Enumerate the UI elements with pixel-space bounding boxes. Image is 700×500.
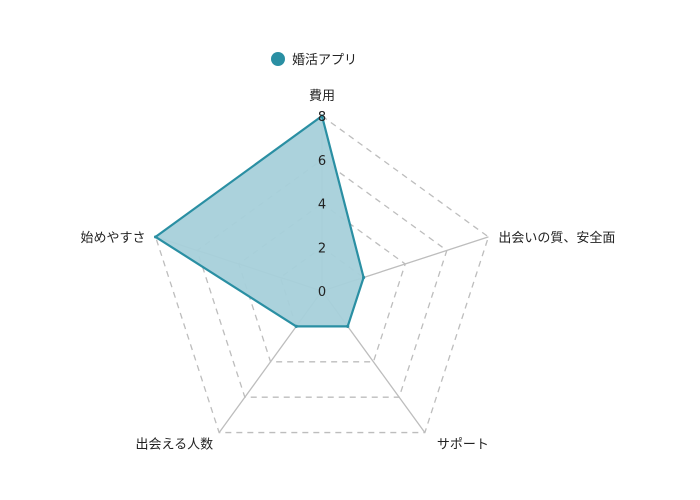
tick-label: 4 [318,198,326,213]
axis-label: サポート [437,438,489,453]
grid-ring [238,202,406,363]
radar-series [153,114,366,328]
axis-label: 費用 [309,89,335,104]
series-area[interactable] [154,114,365,328]
tick-label: 8 [318,110,326,125]
legend-marker [271,52,285,66]
legend[interactable]: 婚活アプリ [271,52,357,68]
series-point[interactable] [320,114,324,118]
radial-ticks: 0 2 4 6 8 [318,110,326,300]
series-point[interactable] [346,324,350,328]
tick-label: 6 [318,154,326,169]
legend-label: 婚活アプリ [292,53,357,68]
tick-label: 0 [318,285,326,300]
series-point[interactable] [153,235,158,239]
series-point[interactable] [362,275,366,280]
axis-label: 始めやすさ [81,231,146,246]
series-point[interactable] [294,324,298,328]
axis-label: 出会える人数 [136,438,214,453]
tick-label: 2 [318,241,326,256]
axis-label: 出会いの質、安全面 [498,230,615,246]
